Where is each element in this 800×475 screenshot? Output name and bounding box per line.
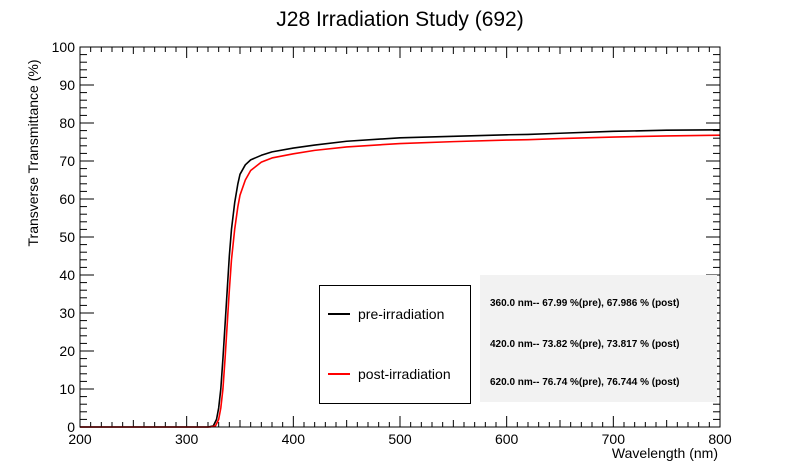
legend-entry-pre: pre-irradiation	[328, 306, 444, 322]
annotation-620: 620.0 nm-- 76.74 %(pre), 76.744 % (post)	[490, 377, 680, 388]
legend-label-post: post-irradiation	[358, 366, 451, 382]
y-axis-label: Transverse Transmittance (%)	[25, 59, 41, 247]
x-tick-label: 200	[68, 431, 92, 447]
chart-title: J28 Irradiation Study (692)	[276, 8, 524, 31]
y-tick-label: 100	[52, 39, 76, 55]
y-tick-label: 50	[59, 229, 75, 245]
legend-entry-post: post-irradiation	[328, 366, 451, 382]
x-tick-label: 700	[602, 431, 626, 447]
x-tick-label: 400	[282, 431, 306, 447]
y-tick-label: 20	[59, 343, 75, 359]
plot-frame	[79, 46, 721, 428]
x-tick-label: 500	[388, 431, 412, 447]
y-tick-label: 60	[59, 191, 75, 207]
legend-swatch-post	[328, 373, 350, 375]
legend-swatch-pre	[328, 313, 350, 315]
y-tick-label: 40	[59, 267, 75, 283]
legend-label-pre: pre-irradiation	[358, 306, 445, 322]
annotation-box: 360.0 nm-- 67.99 %(pre), 67.986 % (post)…	[480, 275, 717, 402]
annotation-360: 360.0 nm-- 67.99 %(pre), 67.986 % (post)	[490, 298, 680, 309]
annotation-420: 420.0 nm-- 73.82 %(pre), 73.817 % (post)	[490, 339, 680, 350]
x-tick-label: 600	[495, 431, 519, 447]
y-tick-label: 30	[59, 305, 75, 321]
y-tick-label: 70	[59, 153, 75, 169]
y-tick-label: 80	[59, 115, 75, 131]
x-axis-label: Wavelength (nm)	[611, 445, 718, 461]
series-line-post-irradiation	[80, 134, 721, 428]
x-tick-label: 800	[708, 431, 732, 447]
series-line-pre-irradiation	[80, 129, 721, 428]
legend: pre-irradiation post-irradiation	[319, 285, 471, 404]
y-tick-label: 90	[59, 77, 75, 93]
y-tick-label: 10	[59, 381, 75, 397]
y-tick-label: 0	[67, 419, 75, 435]
x-tick-label: 300	[175, 431, 199, 447]
